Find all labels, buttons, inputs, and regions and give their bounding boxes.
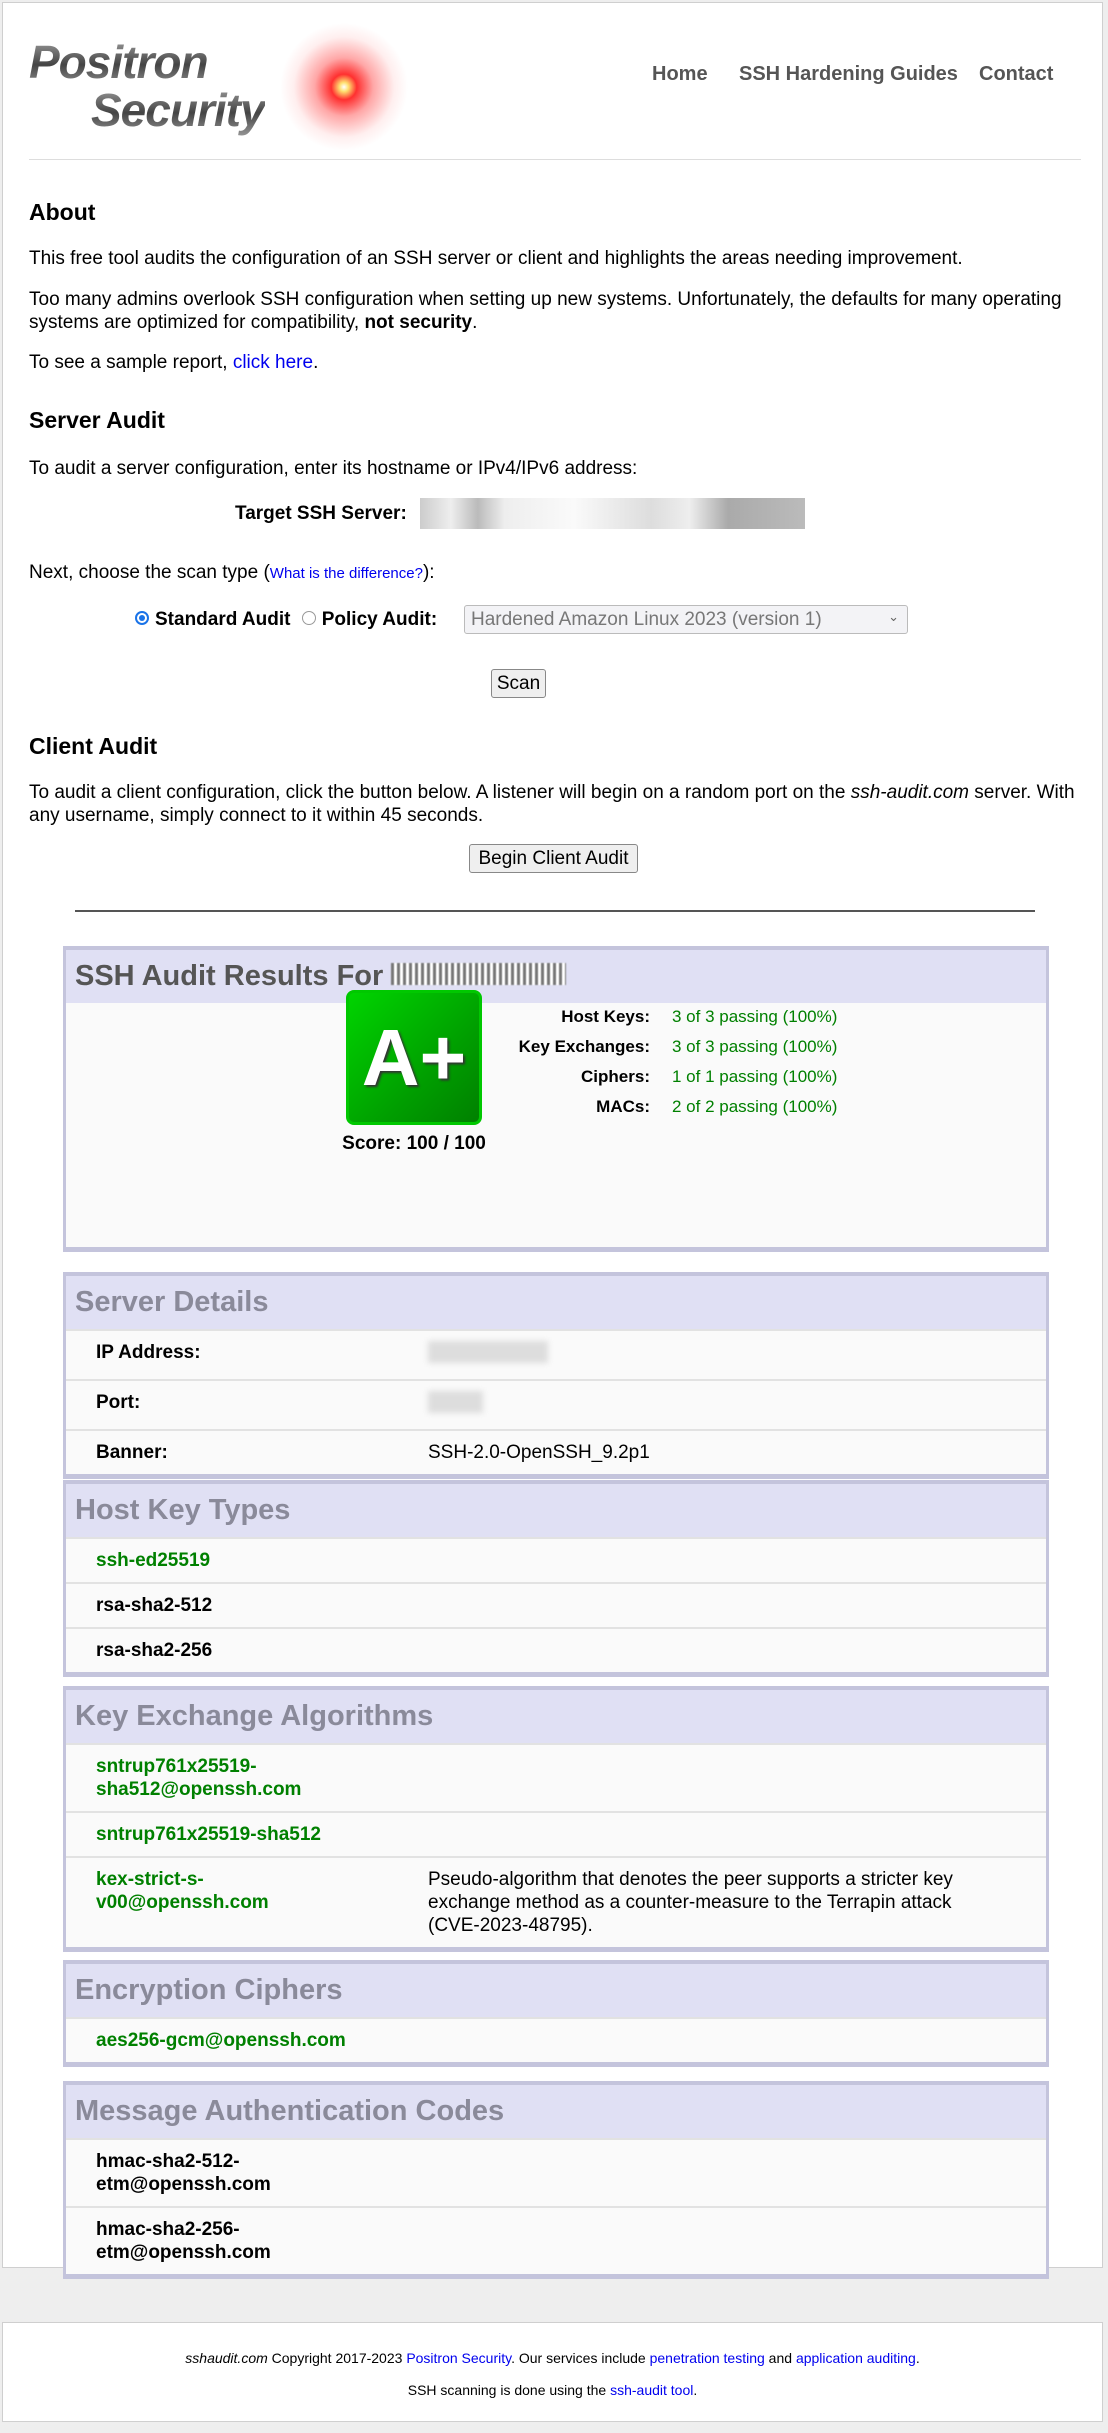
list-item: hmac-sha2-512-etm@openssh.com (66, 2138, 1046, 2206)
list-item: sntrup761x25519-sha512 (66, 1811, 1046, 1856)
results-divider (75, 910, 1035, 912)
macs-title: Message Authentication Codes (66, 2085, 1046, 2138)
stat-row: Ciphers: 1 of 1 passing (100%) (581, 1067, 838, 1086)
footer-line2: SSH scanning is done using the ssh-audit… (407, 2382, 698, 2398)
header-divider (29, 159, 1081, 160)
about-p1: This free tool audits the configuration … (29, 248, 963, 269)
list-item: kex-strict-s-v00@openssh.com Pseudo-algor… (66, 1856, 1046, 1947)
list-item: ssh-ed25519 (66, 1537, 1046, 1582)
kex-note: Pseudo-algorithm that denotes the peer s… (428, 1869, 953, 1936)
list-item: hmac-sha2-256-etm@openssh.com (66, 2206, 1046, 2274)
scan-type-text: Next, choose the scan type (What is the … (29, 562, 435, 583)
logo-line2: Security (91, 84, 266, 136)
standard-audit-radio[interactable] (135, 610, 149, 625)
chevron-down-icon: ⌄ (888, 609, 899, 624)
policy-audit-label: Policy Audit: (321, 609, 438, 630)
redacted-port (428, 1391, 483, 1413)
client-audit-text: To audit a client configuration, click t… (29, 782, 1075, 826)
about-heading: About (29, 199, 96, 225)
host-key-types-box: Host Key Types ssh-ed25519 rsa-sha2-512 … (63, 1480, 1049, 1677)
stat-row: MACs: 2 of 2 passing (100%) (596, 1097, 838, 1116)
results-header: SSH Audit Results For (66, 950, 1046, 1003)
positron-link[interactable]: Positron Security (406, 2350, 512, 2366)
table-row: IP Address: (66, 1329, 1046, 1379)
sample-report-link[interactable]: click here (232, 352, 314, 373)
host-key-types-title: Host Key Types (66, 1484, 1046, 1537)
results-title: SSH Audit Results For (75, 960, 384, 992)
redacted-host (391, 963, 567, 985)
ciphers-box: Encryption Ciphers aes256-gcm@openssh.co… (63, 1960, 1049, 2067)
logo-line1: Positron (29, 36, 209, 88)
list-item: aes256-gcm@openssh.com (66, 2017, 1046, 2062)
positron-security-logo[interactable]: Positron Security (29, 23, 419, 153)
app-audit-link[interactable]: application auditing (795, 2350, 916, 2366)
server-details-box: Server Details IP Address: Port: Banner:… (63, 1272, 1049, 1479)
target-server-input[interactable] (420, 498, 805, 529)
main-container: Positron Security Home SSH Hardening Gui… (2, 2, 1103, 2279)
redacted-ip (428, 1341, 548, 1363)
ssh-audit-tool-link[interactable]: ssh-audit tool (610, 2382, 694, 2398)
pentest-link[interactable]: penetration testing (649, 2350, 765, 2366)
footer: sshaudit.com Copyright 2017-2023 Positro… (2, 2322, 1103, 2422)
about-p3: To see a sample report, click here. (29, 352, 319, 373)
results-stats: Host Keys: 3 of 3 passing (100%) Key Exch… (466, 1002, 838, 1122)
table-row: Banner: SSH-2.0-OpenSSH_9.2p1 (66, 1429, 1046, 1474)
ciphers-title: Encryption Ciphers (66, 1964, 1046, 2017)
grade-badge: A+ (346, 990, 482, 1125)
kex-box: Key Exchange Algorithms sntrup761x25519-… (63, 1686, 1049, 1952)
difference-link[interactable]: What is the difference? (269, 565, 423, 582)
logo-flare (279, 23, 409, 151)
client-audit-heading: Client Audit (29, 733, 158, 759)
stat-row: Host Keys: 3 of 3 passing (100%) (561, 1007, 838, 1026)
server-audit-heading: Server Audit (29, 407, 165, 433)
scan-button[interactable]: Scan (491, 669, 546, 698)
scan-type-radios: Standard Audit Policy Audit: (135, 608, 465, 631)
kex-title: Key Exchange Algorithms (66, 1690, 1046, 1743)
footer-line1: sshaudit.com Copyright 2017-2023 Positro… (185, 2350, 920, 2366)
nav-ssh-hardening-guides[interactable]: SSH Hardening Guides (739, 63, 958, 85)
standard-audit-label: Standard Audit (155, 609, 291, 630)
list-item: sntrup761x25519-sha512@openssh.com (66, 1743, 1046, 1811)
stat-row: Key Exchanges: 3 of 3 passing (100%) (518, 1037, 838, 1056)
table-row: Port: (66, 1379, 1046, 1429)
macs-box: Message Authentication Codes hmac-sha2-5… (63, 2081, 1049, 2279)
target-server-label: Target SSH Server: (235, 503, 407, 524)
nav-home[interactable]: Home (652, 63, 708, 85)
policy-audit-radio[interactable] (301, 610, 316, 625)
begin-client-audit-button[interactable]: Begin Client Audit (469, 844, 638, 873)
server-audit-intro: To audit a server configuration, enter i… (29, 458, 638, 479)
about-p2: Too many admins overlook SSH configurati… (29, 289, 1062, 333)
list-item: rsa-sha2-256 (66, 1627, 1046, 1672)
policy-select[interactable]: Hardened Amazon Linux 2023 (version 1) ⌄ (464, 605, 908, 634)
results-summary-box: SSH Audit Results For A+ Score: 100 / 10… (63, 946, 1049, 1252)
list-item: rsa-sha2-512 (66, 1582, 1046, 1627)
server-details-title: Server Details (66, 1276, 1046, 1329)
score-text: Score: 100 / 100 (342, 1133, 486, 1154)
policy-selected-value: Hardened Amazon Linux 2023 (version 1) (471, 609, 822, 630)
nav-contact[interactable]: Contact (979, 63, 1054, 85)
